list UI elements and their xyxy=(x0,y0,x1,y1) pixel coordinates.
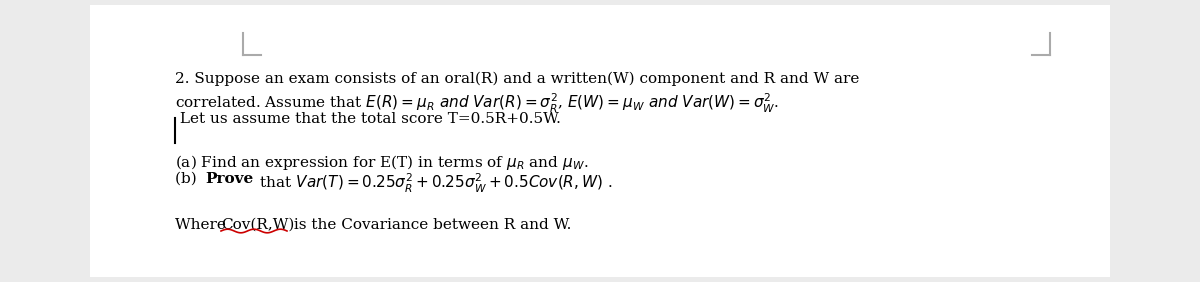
Text: (b): (b) xyxy=(175,172,202,186)
Text: Prove: Prove xyxy=(205,172,253,186)
Text: is the Covariance between R and W.: is the Covariance between R and W. xyxy=(289,218,571,232)
Bar xyxy=(90,5,1110,277)
Text: Let us assume that the total score T=0.5R+0.5W.: Let us assume that the total score T=0.5… xyxy=(175,112,560,126)
Text: (a) Find an expression for E(T) in terms of $\mu_R$ and $\mu_W$.: (a) Find an expression for E(T) in terms… xyxy=(175,153,588,172)
Text: Cov(R,W): Cov(R,W) xyxy=(221,218,294,232)
Text: correlated. Assume that $E(R) = \mu_R$ $\mathit{and}$ $\mathit{Var}(R) = \sigma_: correlated. Assume that $E(R) = \mu_R$ $… xyxy=(175,92,779,115)
Text: that $\mathit{Var}(T) = 0.25\sigma_R^2 + 0.25\sigma_W^2 + 0.5\mathit{Cov}(R, W)$: that $\mathit{Var}(T) = 0.25\sigma_R^2 +… xyxy=(256,172,613,195)
Text: Where: Where xyxy=(175,218,230,232)
Text: 2. Suppose an exam consists of an oral(R) and a written(W) component and R and W: 2. Suppose an exam consists of an oral(R… xyxy=(175,72,859,86)
